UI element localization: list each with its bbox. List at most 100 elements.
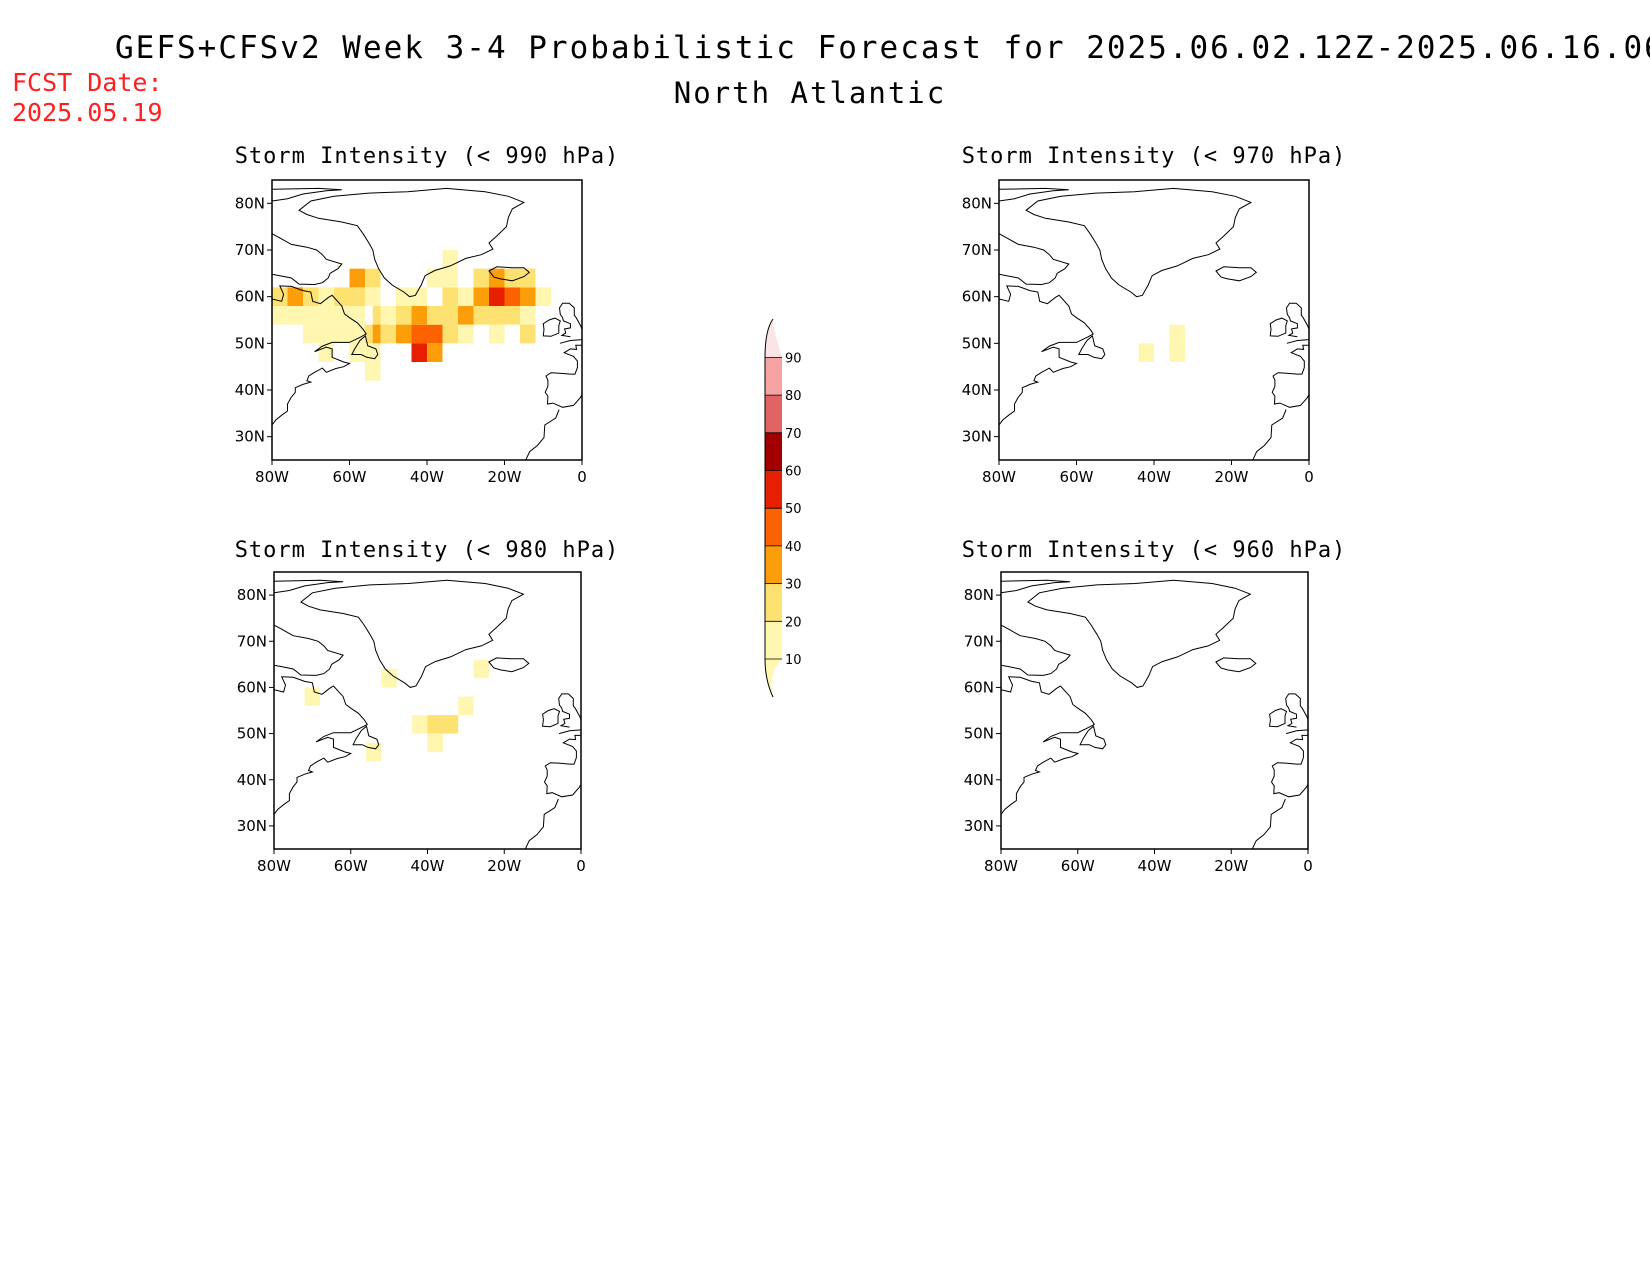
probability-cell [318,324,334,344]
probability-cell [442,287,458,306]
colorbar-tick-label: 90 [785,351,802,366]
lat-tick-label: 30N [962,428,992,446]
forecast-date-value: 2025.05.19 [12,98,163,127]
map-panel-2: Storm Intensity (< 970 hPa) 80W 60W 40W 20W 0… [962,144,1347,486]
probability-cell [489,287,505,306]
probability-cell [427,733,443,753]
coastline-greenland [1027,579,1252,688]
map-panel-4: Storm Intensity (< 960 hPa) 80W 60W 40W 20W 0… [962,538,1346,875]
lon-tick-label: 60W [1061,857,1095,875]
probability-cell [318,306,334,325]
lon-tick-label: 20W [488,468,522,486]
coastline-ireland [542,317,561,337]
probability-cell [272,306,288,325]
lat-tick-label: 50N [237,725,267,743]
lat-tick-label: 50N [964,725,994,743]
coastline-iberia [1271,344,1309,408]
probability-shading [1138,324,1185,362]
lat-tick-label: 30N [235,428,265,446]
lon-tick-label: 80W [255,468,289,486]
probability-cell [349,268,365,288]
lon-tick-label: 20W [1214,857,1248,875]
coastline-britain [558,302,582,344]
probability-cell [303,306,319,325]
lat-tick-label: 50N [962,334,992,352]
coastline-britain [1285,302,1309,344]
forecast-date-label: FCST Date: [12,68,163,97]
colorbar-segment [765,432,782,471]
probability-cell [442,715,459,734]
coastline-iberia [1270,734,1308,798]
lon-tick-label: 80W [984,857,1018,875]
lon-tick-label: 40W [1137,468,1171,486]
coastline-baffin [274,624,344,676]
probability-cell [458,287,474,306]
probability-cell [520,268,536,288]
colorbar: 10 20 30 40 50 60 70 80 90 [764,318,802,698]
probability-cell [489,306,505,325]
lat-tick-label: 60N [237,678,267,696]
probability-cell [334,287,350,306]
lat-tick-label: 50N [235,334,265,352]
colorbar-segment [765,583,782,622]
coastline-ellesmere [999,187,1069,202]
coastline-ellesmere [274,579,344,594]
probability-cell [411,287,427,306]
probability-cell [411,324,427,344]
probability-cell [411,343,427,362]
coastline-britain [1285,693,1308,735]
probability-cell [303,324,319,344]
colorbar-segment [765,395,782,433]
probability-cell [1169,324,1185,344]
coastline-labrador [999,285,1094,426]
probability-cell [334,306,350,325]
panel-title: Storm Intensity (< 970 hPa) [962,144,1347,169]
colorbar-tick-label: 60 [785,465,802,480]
colorbar-tick-label: 80 [785,389,802,404]
probability-cell [334,324,350,344]
lon-tick-label: 40W [411,857,445,875]
probability-cell [303,287,319,306]
colorbar-tail-outline [764,658,774,698]
coastline-africa [525,409,560,460]
coastline-iceland [1215,266,1258,282]
map-frame [998,179,1310,461]
probability-cell [381,668,397,688]
probability-cell [396,287,412,306]
lat-tick-label: 70N [964,632,994,650]
colorbar-segment [765,621,782,659]
coastline-greenland [300,579,525,688]
probability-cell [365,287,381,306]
coastline-iberia [544,344,582,408]
colorbar-tail-outline [764,318,774,358]
coastline-labrador [272,285,367,426]
lon-tick-label: 80W [257,857,291,875]
coastline-ellesmere [1001,579,1071,594]
coastline-newfoundland [350,334,379,360]
probability-cell [287,306,303,325]
probability-cell [427,324,443,344]
probability-shading [304,659,489,762]
coastline-ireland [542,708,561,728]
coastline-iberia [543,734,581,798]
map-panel-1: Storm Intensity (< 990 hPa) 80W 60W 40W 20W 0… [235,144,619,486]
probability-cell [489,324,505,344]
coastlines [999,187,1309,460]
lon-tick-label: 0 [1304,468,1314,486]
lon-tick-label: 60W [333,468,367,486]
coastline-baffin [999,233,1070,286]
coastlines [274,579,581,849]
lat-tick-label: 70N [962,241,992,259]
probability-cell [349,306,365,325]
probability-cell [427,343,443,362]
lon-tick-label: 20W [487,857,521,875]
probability-cell [396,306,412,325]
lat-tick-label: 80N [964,586,994,604]
coastline-africa [1251,798,1286,849]
probability-cell [473,306,489,325]
probability-cell [520,324,536,344]
probability-cell [365,362,381,381]
probability-cell [412,715,428,734]
lon-tick-label: 40W [410,468,444,486]
colorbar-segment [765,470,782,509]
